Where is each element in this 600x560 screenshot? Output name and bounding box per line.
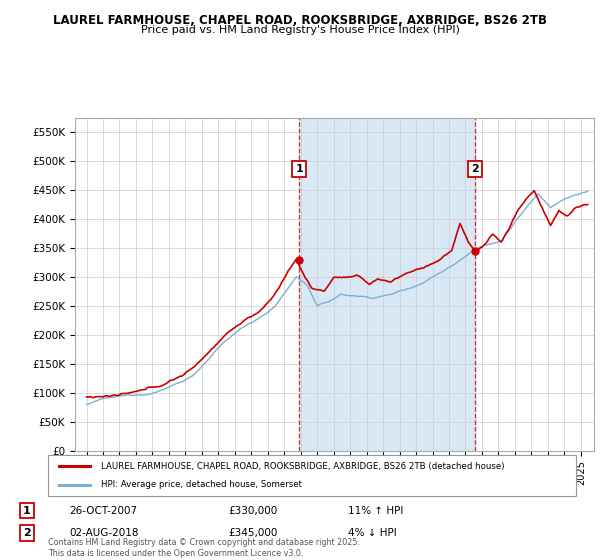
Text: £330,000: £330,000 xyxy=(228,506,277,516)
Text: £345,000: £345,000 xyxy=(228,528,277,538)
Text: LAUREL FARMHOUSE, CHAPEL ROAD, ROOKSBRIDGE, AXBRIDGE, BS26 2TB (detached house): LAUREL FARMHOUSE, CHAPEL ROAD, ROOKSBRID… xyxy=(101,461,504,470)
Text: 1: 1 xyxy=(295,164,303,174)
Text: 4% ↓ HPI: 4% ↓ HPI xyxy=(348,528,397,538)
Text: LAUREL FARMHOUSE, CHAPEL ROAD, ROOKSBRIDGE, AXBRIDGE, BS26 2TB: LAUREL FARMHOUSE, CHAPEL ROAD, ROOKSBRID… xyxy=(53,14,547,27)
Text: 1: 1 xyxy=(23,506,31,516)
Text: 2: 2 xyxy=(23,528,31,538)
Bar xyxy=(299,118,475,451)
Text: Contains HM Land Registry data © Crown copyright and database right 2025.
This d: Contains HM Land Registry data © Crown c… xyxy=(48,538,360,558)
Text: Price paid vs. HM Land Registry's House Price Index (HPI): Price paid vs. HM Land Registry's House … xyxy=(140,25,460,35)
Text: 11% ↑ HPI: 11% ↑ HPI xyxy=(348,506,403,516)
Text: 02-AUG-2018: 02-AUG-2018 xyxy=(69,528,139,538)
Text: 26-OCT-2007: 26-OCT-2007 xyxy=(69,506,137,516)
Text: HPI: Average price, detached house, Somerset: HPI: Average price, detached house, Some… xyxy=(101,480,302,489)
FancyBboxPatch shape xyxy=(48,455,576,496)
Text: 2: 2 xyxy=(471,164,479,174)
